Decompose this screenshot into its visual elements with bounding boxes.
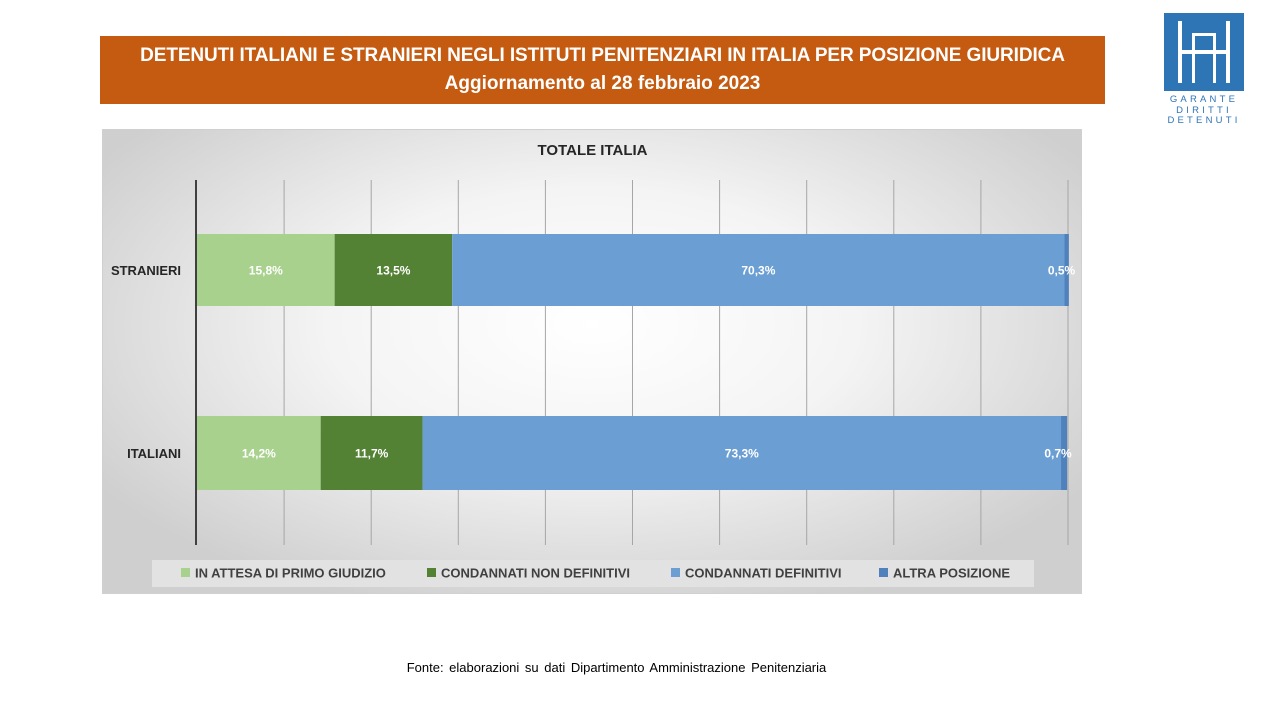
legend-swatch [671, 568, 680, 577]
logo-text-line: DETENUTI [1167, 115, 1241, 126]
legend-label: CONDANNATI DEFINITIVI [685, 566, 841, 581]
title-line-2: Aggiornamento al 28 febbraio 2023 [444, 73, 761, 94]
legend-swatch [427, 568, 436, 577]
bar-segment [422, 416, 1062, 490]
logo-text-line: DIRITTI [1176, 104, 1232, 116]
bar-segment [1064, 234, 1069, 306]
bar-segment [197, 416, 321, 490]
chart-panel [102, 129, 1082, 594]
data-label: 73,3% [725, 447, 759, 461]
data-label: 0,7% [1044, 447, 1072, 461]
title-banner: DETENUTI ITALIANI E STRANIERI NEGLI ISTI… [100, 36, 1105, 104]
legend-label: ALTRA POSIZIONE [893, 566, 1010, 581]
bar-segment [197, 234, 335, 306]
category-label: ITALIANI [127, 446, 181, 461]
legend-label: IN ATTESA DI PRIMO GIUDIZIO [195, 566, 386, 581]
data-label: 0,5% [1048, 264, 1076, 278]
garante-emblem-icon [1164, 13, 1244, 91]
data-label: 14,2% [242, 447, 276, 461]
source-note: Fonte: elaborazioni su dati Dipartimento… [406, 660, 827, 675]
data-label: 11,7% [355, 447, 389, 461]
category-label: STRANIERI [111, 263, 181, 278]
garante-logo: GARANTE DIRITTI DETENUTI [1162, 13, 1246, 128]
data-label: 15,8% [249, 264, 283, 278]
legend-label: CONDANNATI NON DEFINITIVI [441, 566, 630, 581]
legend-swatch [181, 568, 190, 577]
data-label: 13,5% [376, 264, 410, 278]
bar-segment [334, 234, 453, 306]
logo-text: GARANTE DIRITTI DETENUTI [1162, 94, 1246, 127]
chart-title: TOTALE ITALIA [537, 142, 648, 159]
legend-swatch [879, 568, 888, 577]
bar-segment [452, 234, 1065, 306]
bar-segment [320, 416, 423, 490]
logo-text-line: GARANTE [1169, 94, 1239, 105]
bar-segment [1061, 416, 1068, 490]
data-label: 70,3% [741, 264, 775, 278]
title-line-1: DETENUTI ITALIANI E STRANIERI NEGLI ISTI… [140, 45, 1065, 66]
